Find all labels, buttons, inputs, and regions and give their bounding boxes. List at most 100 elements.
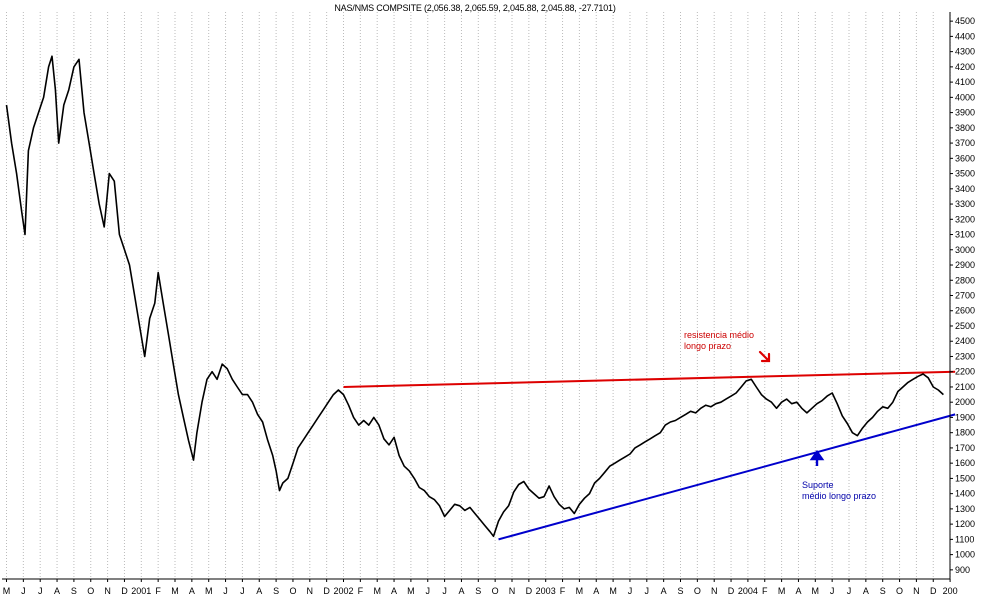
x-tick-label: S — [273, 586, 279, 595]
x-tick-label: J — [442, 586, 447, 595]
x-tick-label: A — [458, 586, 464, 595]
price-line — [5, 55, 944, 538]
x-tick-label: J — [426, 586, 431, 595]
x-tick-label: O — [492, 586, 499, 595]
x-tick-label: M — [3, 586, 11, 595]
x-tick-label: M — [576, 586, 584, 595]
price-series — [5, 55, 944, 538]
x-tick-label: J — [847, 586, 852, 595]
x-tick-label: M — [171, 586, 179, 595]
x-tick-label: 2004 — [738, 586, 758, 595]
y-tick-label: 2200 — [955, 367, 975, 377]
x-tick-label: 2003 — [536, 586, 556, 595]
y-tick-label: 3000 — [955, 245, 975, 255]
y-tick-label: 3400 — [955, 184, 975, 194]
support-label: Suporte médio longo prazo — [802, 480, 877, 501]
x-tick-label: D — [728, 586, 735, 595]
x-tick-label: A — [863, 586, 869, 595]
x-tick-label: A — [54, 586, 60, 595]
x-tick-label: J — [38, 586, 43, 595]
y-tick-label: 4400 — [955, 31, 975, 41]
x-tick-label: D — [526, 586, 533, 595]
support-trendline — [498, 413, 956, 541]
y-tick-label: 1300 — [955, 504, 975, 514]
y-tick-label: 2600 — [955, 306, 975, 316]
x-tick-label: M — [407, 586, 415, 595]
y-tick-label: 900 — [955, 565, 970, 575]
x-tick-label: A — [189, 586, 195, 595]
x-tick-label: J — [21, 586, 26, 595]
x-tick-label: F — [155, 586, 161, 595]
arrows — [758, 350, 825, 466]
x-tick-label: 2002 — [333, 586, 353, 595]
y-tick-label: 3500 — [955, 169, 975, 179]
x-tick-label: J — [223, 586, 228, 595]
x-tick-labels: M J J A S O N D 2001 F M A M J J A S O N D 2002 F M A M J J A S O N D 20… — [3, 586, 958, 595]
x-tick-label: N — [711, 586, 718, 595]
x-tick-label: D — [323, 586, 330, 595]
y-tick-label: 2000 — [955, 397, 975, 407]
y-tick-label: 1400 — [955, 489, 975, 499]
x-tick-label: A — [795, 586, 801, 595]
x-tick-label: O — [289, 586, 296, 595]
y-tick-label: 1800 — [955, 428, 975, 438]
y-tick-label: 3200 — [955, 214, 975, 224]
x-tick-label: J — [628, 586, 633, 595]
x-tick-label: M — [778, 586, 786, 595]
y-tick-label: 1200 — [955, 519, 975, 529]
x-tick-label: 2001 — [131, 586, 151, 595]
y-tick-label: 3100 — [955, 230, 975, 240]
support-arrow-icon — [809, 449, 825, 466]
x-tick-label: N — [913, 586, 920, 595]
y-tick-label: 1600 — [955, 458, 975, 468]
x-tick-label: F — [560, 586, 566, 595]
x-tick-label: F — [762, 586, 768, 595]
axes — [2, 12, 953, 582]
y-tick-label: 4500 — [955, 16, 975, 26]
y-tick-label: 2300 — [955, 351, 975, 361]
y-tick-label: 4000 — [955, 92, 975, 102]
x-tick-label: J — [645, 586, 650, 595]
y-tick-label: 2100 — [955, 382, 975, 392]
x-tick-label: 200 — [943, 586, 958, 595]
x-tick-label: F — [358, 586, 364, 595]
x-tick-label: M — [812, 586, 820, 595]
x-tick-label: A — [661, 586, 667, 595]
y-tick-label: 4100 — [955, 77, 975, 87]
x-tick-label: N — [509, 586, 516, 595]
y-tick-label: 4300 — [955, 47, 975, 57]
x-tick-label: D — [930, 586, 937, 595]
y-tick-label: 3800 — [955, 123, 975, 133]
y-tick-label: 3700 — [955, 138, 975, 148]
y-tick-label: 2800 — [955, 275, 975, 285]
y-tick-labels: 900 1000 1100 1200 1300 1400 1500 1600 1700 1800 1… — [955, 16, 975, 575]
trendlines — [343, 370, 956, 541]
x-tick-label: A — [391, 586, 397, 595]
x-tick-label: M — [205, 586, 213, 595]
x-tick-label: O — [87, 586, 94, 595]
y-tick-label: 1500 — [955, 473, 975, 483]
y-tick-label: 1100 — [955, 534, 974, 544]
resistance-trendline — [343, 370, 956, 388]
y-tick-label: 4200 — [955, 62, 975, 72]
x-tick-label: S — [677, 586, 683, 595]
x-tick-label: O — [694, 586, 701, 595]
y-tick-label: 2500 — [955, 321, 975, 331]
chart-title: NAS/NMS COMPSITE (2,056.38, 2,065.59, 2,… — [334, 3, 616, 13]
x-tick-label: M — [373, 586, 381, 595]
resistance-arrow-icon — [758, 350, 771, 363]
x-tick-label: S — [880, 586, 886, 595]
y-tick-label: 3600 — [955, 153, 975, 163]
y-tick-label: 2400 — [955, 336, 975, 346]
x-tick-label: D — [121, 586, 128, 595]
y-tick-label: 2900 — [955, 260, 975, 270]
x-tick-label: A — [256, 586, 262, 595]
y-tick-label: 3900 — [955, 108, 975, 118]
y-tick-label: 1000 — [955, 550, 975, 560]
x-tick-label: S — [475, 586, 481, 595]
y-tick-label: 3300 — [955, 199, 975, 209]
y-tick-label: 2700 — [955, 291, 975, 301]
x-tick-label: M — [609, 586, 617, 595]
x-tick-label: N — [104, 586, 111, 595]
